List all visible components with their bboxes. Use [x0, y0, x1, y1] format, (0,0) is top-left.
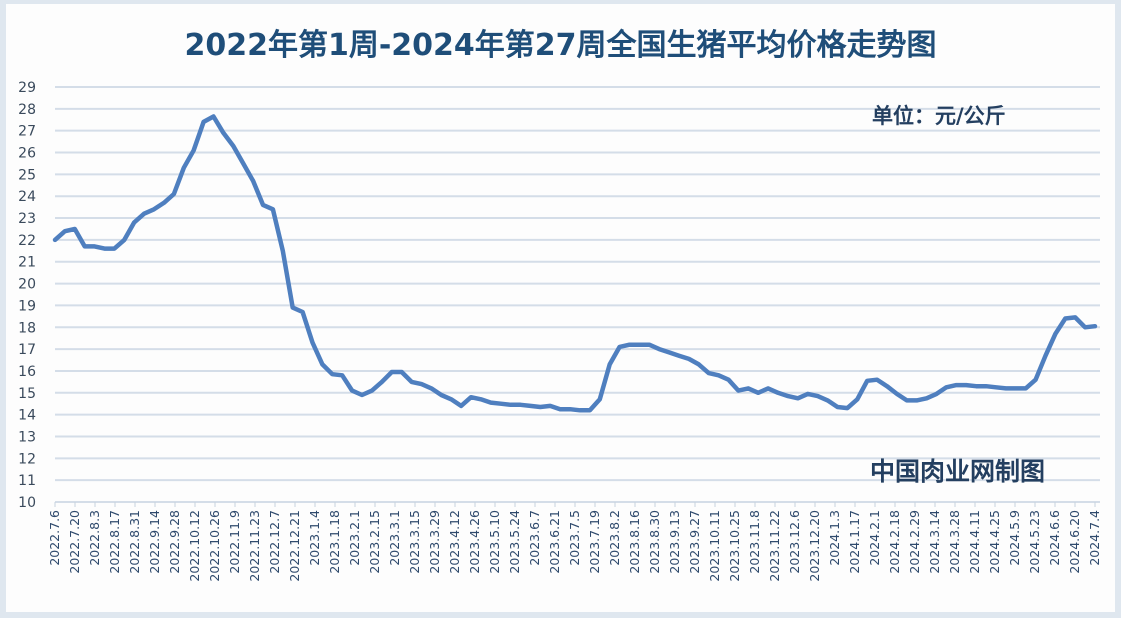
x-tick-label: 2023.5.10	[487, 510, 502, 574]
x-tick-label: 2023.10.11	[707, 510, 722, 582]
y-tick-label: 18	[18, 320, 36, 336]
y-axis-ticks: 10 11 12 13 14 15 16 17 18 19 20 21 22 23 24 25 26 27 28 29	[18, 80, 36, 511]
x-tick-label: 2023.11.8	[747, 510, 762, 574]
y-tick-label: 27	[18, 124, 36, 140]
x-tick-label: 2022.7.6	[47, 510, 62, 566]
x-tick-label: 2024.6.6	[1047, 510, 1062, 566]
y-tick-label: 12	[18, 451, 36, 467]
gridlines	[55, 86, 1100, 503]
x-tick-label: 2023.2.1	[347, 510, 362, 566]
chart-title: 2022年第1周-2024年第27周全国生猪平均价格走势图	[184, 28, 937, 63]
y-tick-label: 16	[18, 364, 36, 380]
y-tick-label: 25	[18, 167, 36, 183]
y-tick-label: 21	[18, 255, 36, 271]
x-tick-label: 2024.4.11	[967, 510, 982, 574]
x-tick-label: 2023.9.27	[687, 510, 702, 574]
y-tick-label: 17	[18, 342, 36, 358]
price-line	[52, 114, 1098, 413]
x-tick-label: 2022.10.26	[207, 510, 222, 582]
x-tick-label: 2022.12.7	[267, 510, 282, 574]
x-tick-label: 2024.1.3	[827, 510, 842, 566]
x-tick-label: 2022.11.9	[227, 510, 242, 574]
y-tick-label: 26	[18, 146, 36, 162]
y-tick-label: 22	[18, 233, 36, 249]
y-tick-label: 28	[18, 102, 36, 118]
x-tick-label: 2024.5.9	[1007, 510, 1022, 566]
x-tick-label: 2024.2.29	[907, 510, 922, 574]
x-tick-label: 2023.11.22	[767, 510, 782, 582]
x-tick-label: 2024.6.20	[1067, 510, 1082, 574]
x-tick-label: 2022.7.20	[67, 510, 82, 574]
x-tick-label: 2022.10.12	[187, 510, 202, 582]
x-tick-label: 2024.3.28	[947, 510, 962, 574]
y-tick-label: 24	[18, 189, 36, 205]
x-tick-label: 2024.2.18	[887, 510, 902, 574]
x-tick-label: 2024.4.25	[987, 510, 1002, 574]
x-tick-label: 2023.7.5	[567, 510, 582, 566]
x-tick-label: 2023.1.4	[307, 510, 322, 566]
y-tick-label: 15	[18, 386, 36, 402]
x-tick-label: 2022.8.17	[107, 510, 122, 574]
x-tick-label: 2023.1.18	[327, 510, 342, 574]
x-tick-label: 2023.6.7	[527, 510, 542, 566]
x-tick-label: 2023.3.29	[427, 510, 442, 574]
x-tick-label: 2023.10.25	[727, 510, 742, 582]
unit-label: 单位：元/公斤	[872, 104, 1006, 128]
x-tick-label: 2023.2.15	[367, 510, 382, 574]
y-tick-label: 13	[18, 429, 36, 445]
y-tick-label: 29	[18, 80, 36, 96]
x-tick-label: 2024.1.17	[847, 510, 862, 574]
x-tick-label: 2023.12.6	[787, 510, 802, 574]
x-axis-ticks: 2022.7.6 2022.7.20 2022.8.3 2022.8.17 2022.8…	[47, 502, 1102, 582]
x-tick-label: 2023.6.21	[547, 510, 562, 574]
y-tick-label: 10	[18, 495, 36, 511]
x-tick-label: 2023.7.19	[587, 510, 602, 574]
x-tick-label: 2022.12.21	[287, 510, 302, 582]
y-tick-label: 23	[18, 211, 36, 227]
x-tick-label: 2023.4.26	[467, 510, 482, 574]
x-tick-label: 2023.3.15	[407, 510, 422, 574]
x-tick-label: 2023.8.30	[647, 510, 662, 574]
x-tick-label: 2022.8.3	[87, 510, 102, 566]
x-tick-label: 2023.5.24	[507, 510, 522, 574]
source-label: 中国肉业网制图	[870, 457, 1046, 486]
chart-panel	[6, 4, 1115, 612]
y-tick-label: 11	[18, 473, 36, 489]
x-tick-label: 2022.11.23	[247, 510, 262, 582]
x-tick-label: 2023.8.16	[627, 510, 642, 574]
x-tick-label: 2023.8.2	[607, 510, 622, 566]
y-tick-label: 20	[18, 277, 36, 293]
x-tick-label: 2024.3.14	[927, 510, 942, 574]
x-tick-label: 2024.5.23	[1027, 510, 1042, 574]
x-tick-label: 2022.8.31	[127, 510, 142, 574]
x-tick-label: 2024.7.4	[1087, 510, 1102, 566]
x-tick-label: 2022.9.14	[147, 510, 162, 574]
x-tick-label: 2023.4.12	[447, 510, 462, 574]
x-tick-label: 2023.3.1	[387, 510, 402, 566]
x-tick-label: 2024.2.1	[867, 510, 882, 566]
y-tick-label: 19	[18, 298, 36, 314]
x-tick-label: 2022.9.28	[167, 510, 182, 574]
x-tick-label: 2023.9.13	[667, 510, 682, 574]
y-tick-label: 14	[18, 408, 36, 424]
x-tick-label: 2023.12.20	[807, 510, 822, 582]
